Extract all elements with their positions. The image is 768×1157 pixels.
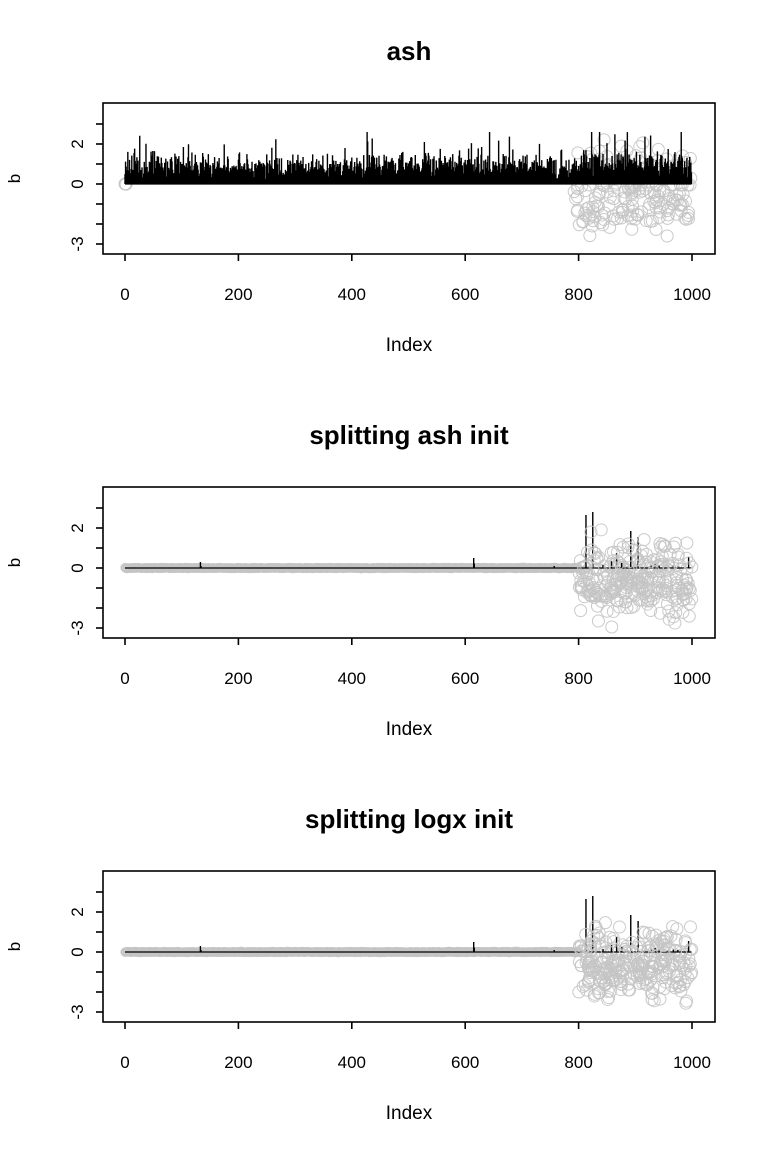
svg-text:0: 0	[120, 1053, 129, 1072]
svg-text:0: 0	[68, 947, 87, 956]
svg-text:2: 2	[68, 523, 87, 532]
svg-text:Index: Index	[386, 719, 433, 740]
svg-text:ash: ash	[387, 36, 432, 66]
svg-text:-3: -3	[68, 1004, 87, 1019]
svg-text:0: 0	[120, 669, 129, 688]
svg-text:0: 0	[68, 563, 87, 572]
svg-text:200: 200	[224, 669, 252, 688]
svg-text:Index: Index	[386, 1103, 433, 1124]
svg-text:400: 400	[338, 1053, 366, 1072]
svg-text:1000: 1000	[673, 285, 711, 304]
svg-text:-3: -3	[68, 620, 87, 635]
svg-text:600: 600	[451, 1053, 479, 1072]
svg-text:800: 800	[564, 669, 592, 688]
svg-text:b: b	[5, 558, 24, 567]
svg-text:-3: -3	[68, 236, 87, 251]
svg-text:b: b	[5, 174, 24, 183]
svg-text:splitting logx init: splitting logx init	[305, 804, 513, 834]
svg-text:200: 200	[224, 285, 252, 304]
svg-text:600: 600	[451, 669, 479, 688]
svg-text:2: 2	[68, 907, 87, 916]
svg-text:800: 800	[564, 285, 592, 304]
svg-text:2: 2	[68, 139, 87, 148]
svg-text:400: 400	[338, 669, 366, 688]
svg-text:b: b	[5, 942, 24, 951]
svg-text:0: 0	[68, 179, 87, 188]
svg-text:splitting ash init: splitting ash init	[309, 420, 509, 450]
svg-text:400: 400	[338, 285, 366, 304]
svg-text:1000: 1000	[673, 1053, 711, 1072]
svg-text:800: 800	[564, 1053, 592, 1072]
svg-text:600: 600	[451, 285, 479, 304]
svg-text:0: 0	[120, 285, 129, 304]
svg-text:1000: 1000	[673, 669, 711, 688]
svg-text:200: 200	[224, 1053, 252, 1072]
svg-text:Index: Index	[386, 335, 433, 356]
